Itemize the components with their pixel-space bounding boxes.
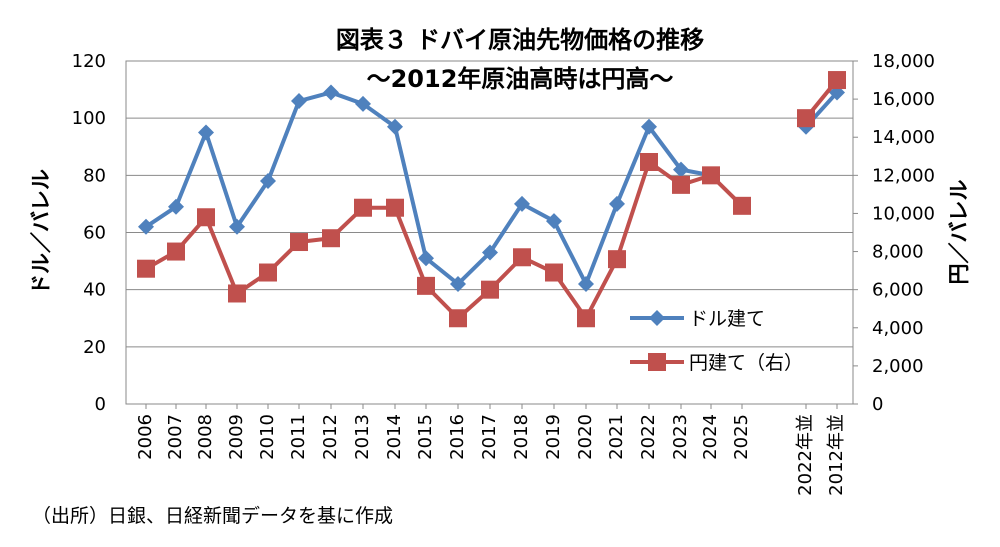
data-point-marker (291, 93, 307, 110)
data-point-marker (609, 195, 625, 212)
y2-tick-label: 6,000 (872, 280, 924, 301)
x-tick-label: 2020 (575, 414, 596, 460)
data-point-marker (260, 173, 276, 190)
data-point-marker (797, 109, 815, 128)
x-tick-label: 2016 (447, 414, 468, 460)
y2-tick-label: 12,000 (872, 165, 935, 186)
x-tick-label: 2008 (195, 414, 216, 460)
x-tick-label: 2019 (543, 414, 564, 460)
legend: ドル建て 円建て（右） (630, 308, 803, 374)
x-tick-label: 2012 (320, 414, 341, 460)
series-yen (137, 71, 846, 328)
data-point-marker (386, 198, 404, 217)
data-point-marker (640, 152, 658, 171)
source-note: （出所）日銀、日経新聞データを基に作成 (32, 505, 393, 527)
data-point-marker (545, 263, 563, 282)
data-point-marker (229, 218, 245, 235)
x-tick-label: 2023 (670, 414, 691, 460)
data-point-marker (168, 198, 184, 215)
y2-tick-label: 14,000 (872, 127, 935, 148)
x-tick-label: 2024 (700, 414, 721, 460)
legend-yen-label: 円建て（右） (689, 352, 803, 374)
x-tick-label: 2012年並 (826, 414, 847, 496)
left-axis-label: ドル／バレル (29, 169, 53, 295)
data-point-marker (482, 244, 498, 261)
y-tick-label: 60 (83, 223, 106, 244)
x-tick-label: 2017 (479, 414, 500, 460)
y2-tick-label: 8,000 (872, 242, 924, 263)
legend-dollar-marker (649, 310, 665, 326)
x-axis-ticks: 2006 2007 2008 2009 2010 2011 2012 2013 2014 2015… (135, 404, 847, 496)
data-point-marker (322, 229, 340, 248)
y-tick-label: 20 (83, 337, 106, 358)
data-point-marker (138, 218, 154, 235)
y2-tick-label: 0 (872, 394, 883, 415)
data-point-marker (449, 309, 467, 328)
x-tick-label: 2021 (606, 414, 627, 460)
series-layer (137, 71, 846, 328)
data-point-marker (578, 275, 594, 292)
data-point-marker (608, 250, 626, 269)
data-point-marker (450, 275, 466, 292)
y2-tick-label: 18,000 (872, 51, 935, 72)
x-tick-label: 2006 (135, 414, 156, 460)
data-point-marker (828, 71, 846, 90)
data-point-marker (259, 263, 277, 282)
right-axis-ticks: 0 2,000 4,000 6,000 8,000 10,000 12,000 14,000 1… (853, 51, 935, 415)
data-point-marker (418, 250, 434, 267)
data-point-marker (481, 280, 499, 299)
chart-title: 図表３ ドバイ原油先物価格の推移 (336, 26, 704, 54)
x-tick-label: 2011 (288, 414, 309, 460)
y-tick-label: 100 (72, 108, 106, 129)
data-point-marker (198, 124, 214, 141)
data-point-marker (577, 309, 595, 328)
x-tick-label: 2022年並 (795, 414, 816, 496)
left-axis-ticks: 0 20 40 60 80 100 120 (72, 51, 106, 415)
data-point-marker (137, 259, 155, 278)
right-axis-label: 円／バレル (947, 180, 971, 285)
data-point-marker (290, 233, 308, 252)
data-point-marker (387, 118, 403, 135)
data-point-marker (323, 84, 339, 101)
y2-tick-label: 10,000 (872, 203, 935, 224)
x-tick-label: 2025 (731, 414, 752, 460)
y-tick-label: 120 (72, 51, 106, 72)
series-dollar (138, 84, 845, 292)
data-point-marker (167, 242, 185, 261)
y-tick-label: 80 (83, 165, 106, 186)
x-tick-label: 2022 (638, 414, 659, 460)
y-tick-label: 40 (83, 280, 106, 301)
legend-yen-marker (648, 353, 666, 371)
x-tick-label: 2018 (511, 414, 532, 460)
data-point-marker (354, 198, 372, 217)
data-point-marker (672, 175, 690, 194)
chart-subtitle: ～2012年原油高時は円高～ (367, 65, 674, 93)
y2-tick-label: 4,000 (872, 318, 924, 339)
data-point-marker (733, 196, 751, 215)
y-tick-label: 0 (95, 394, 106, 415)
data-point-marker (197, 208, 215, 227)
data-point-marker (641, 118, 657, 135)
data-point-marker (546, 213, 562, 230)
x-tick-label: 2010 (257, 414, 278, 460)
data-point-marker (513, 248, 531, 267)
y2-tick-label: 16,000 (872, 89, 935, 110)
data-point-marker (514, 195, 530, 212)
legend-dollar-label: ドル建て (689, 308, 765, 330)
x-tick-label: 2007 (165, 414, 186, 460)
x-tick-label: 2009 (226, 414, 247, 460)
x-tick-label: 2013 (352, 414, 373, 460)
data-point-marker (702, 166, 720, 185)
x-tick-label: 2014 (384, 414, 405, 460)
data-point-marker (417, 276, 435, 295)
y2-tick-label: 2,000 (872, 356, 924, 377)
data-point-marker (673, 161, 689, 178)
x-tick-label: 2015 (415, 414, 436, 460)
data-point-marker (228, 284, 246, 303)
data-point-marker (355, 95, 371, 112)
